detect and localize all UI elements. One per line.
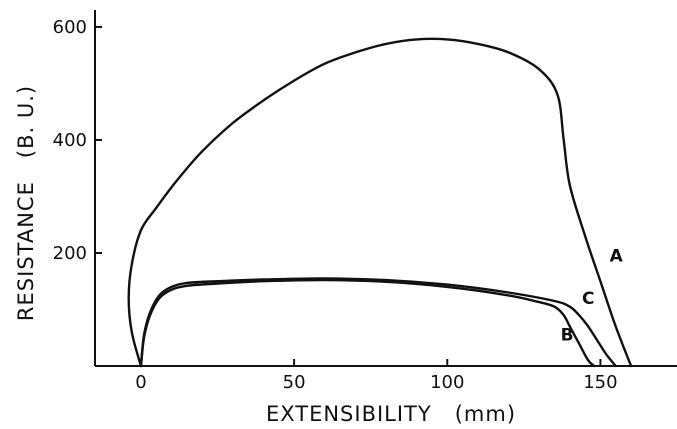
ticks: 0 50 100 150 200 400 600: [53, 17, 618, 393]
curve-label-b: B: [561, 326, 574, 346]
y-tick-label: 600: [53, 17, 87, 38]
curve-labels: A CB: [561, 246, 624, 345]
y-axis-label: RESISTANCE (B. U.): [14, 85, 38, 321]
axes: [94, 10, 677, 367]
series-a-line: [127, 37, 633, 368]
x-tick-label: 100: [430, 372, 464, 393]
curves: [127, 37, 633, 368]
x-axis-label: EXTENSIBILITY (mm): [266, 402, 516, 426]
x-tick-label: 0: [135, 372, 146, 393]
series-c-line: [139, 277, 617, 368]
y-tick-label: 400: [53, 130, 87, 151]
series-b-line: [139, 278, 596, 368]
curve-label-a: A: [610, 246, 624, 266]
curve-label-c: C: [582, 289, 594, 309]
y-tick-label: 200: [53, 243, 87, 264]
x-tick-label: 150: [583, 372, 617, 393]
x-tick-label: 50: [283, 372, 306, 393]
